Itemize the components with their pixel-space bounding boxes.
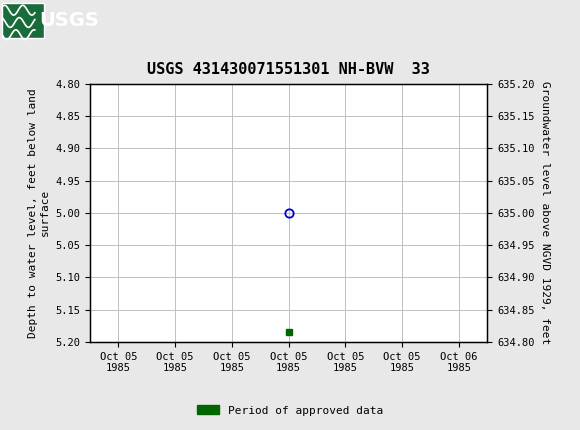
FancyBboxPatch shape — [2, 3, 44, 37]
Text: USGS: USGS — [39, 11, 99, 30]
Legend: Period of approved data: Period of approved data — [193, 401, 387, 420]
Y-axis label: Depth to water level, feet below land
surface: Depth to water level, feet below land su… — [28, 88, 50, 338]
Title: USGS 431430071551301 NH-BVW  33: USGS 431430071551301 NH-BVW 33 — [147, 62, 430, 77]
Y-axis label: Groundwater level above NGVD 1929, feet: Groundwater level above NGVD 1929, feet — [540, 81, 550, 344]
